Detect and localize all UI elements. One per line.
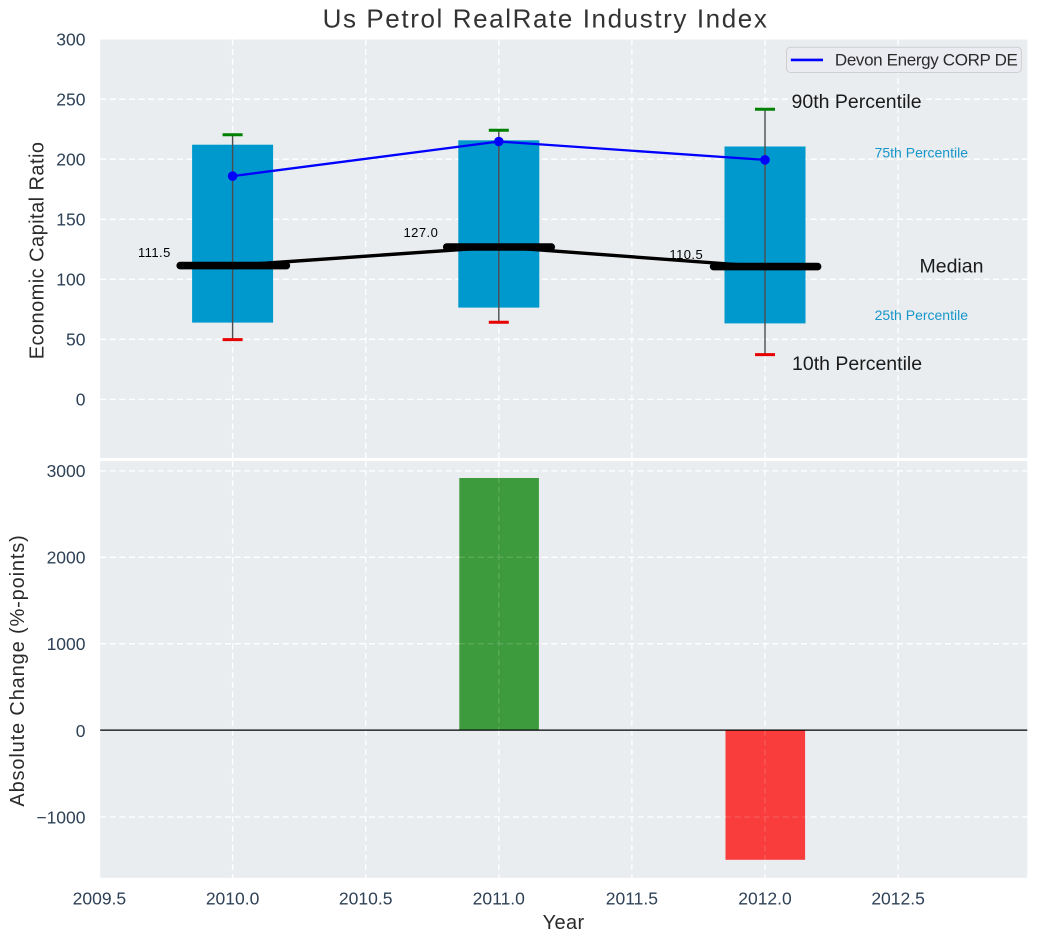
svg-text:300: 300 <box>56 30 85 50</box>
svg-text:2012.5: 2012.5 <box>871 889 925 909</box>
svg-text:150: 150 <box>56 209 85 229</box>
svg-text:2009.5: 2009.5 <box>73 889 127 909</box>
svg-text:127.0: 127.0 <box>404 225 439 240</box>
svg-text:200: 200 <box>56 149 85 169</box>
svg-text:0: 0 <box>76 721 86 741</box>
svg-text:2010.5: 2010.5 <box>339 889 393 909</box>
svg-text:10th Percentile: 10th Percentile <box>792 353 922 375</box>
svg-text:2011.0: 2011.0 <box>473 889 525 909</box>
svg-text:100: 100 <box>56 269 85 289</box>
svg-text:50: 50 <box>66 330 86 350</box>
svg-text:25th Percentile: 25th Percentile <box>875 307 969 323</box>
svg-text:2011.5: 2011.5 <box>606 889 658 909</box>
svg-text:2000: 2000 <box>47 547 86 567</box>
svg-text:90th Percentile: 90th Percentile <box>792 91 922 113</box>
svg-text:Median: Median <box>920 255 984 277</box>
svg-text:250: 250 <box>56 89 85 109</box>
svg-text:3000: 3000 <box>47 461 86 481</box>
svg-text:Absolute Change (%-points): Absolute Change (%-points) <box>7 534 29 806</box>
svg-text:110.5: 110.5 <box>669 247 703 262</box>
svg-text:Year: Year <box>543 912 585 934</box>
svg-text:75th Percentile: 75th Percentile <box>875 144 969 160</box>
svg-text:−1000: −1000 <box>36 808 85 828</box>
svg-text:Devon Energy CORP DE: Devon Energy CORP DE <box>835 50 1018 69</box>
svg-text:0: 0 <box>76 390 86 410</box>
svg-text:Us Petrol RealRate Industry In: Us Petrol RealRate Industry Index <box>323 4 769 34</box>
svg-text:1000: 1000 <box>47 634 86 654</box>
svg-text:2012.0: 2012.0 <box>738 889 792 909</box>
svg-text:Economic Capital Ratio: Economic Capital Ratio <box>27 142 49 360</box>
svg-text:111.5: 111.5 <box>138 245 171 260</box>
svg-text:2010.0: 2010.0 <box>206 889 260 909</box>
